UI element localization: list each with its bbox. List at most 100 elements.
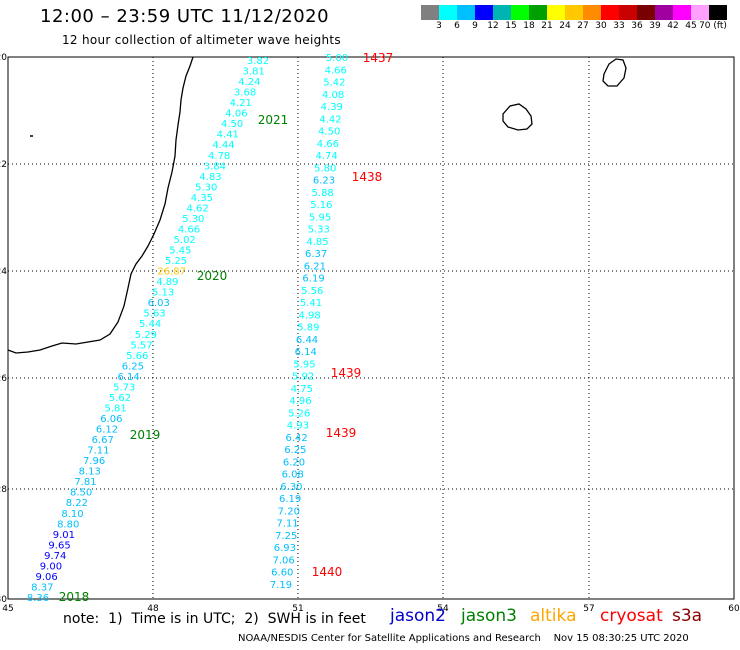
color-swatch bbox=[583, 5, 601, 20]
track-value: 6.06 bbox=[100, 414, 122, 425]
track-value: 26.87 bbox=[157, 267, 186, 278]
x-tick-label: 54 bbox=[437, 604, 449, 614]
track-value: 5.29 bbox=[135, 330, 157, 341]
track-value: 6.08 bbox=[282, 470, 304, 481]
color-scale-tick-label: 9 bbox=[472, 21, 478, 31]
track-value: 9.06 bbox=[35, 572, 57, 583]
track-value: 4.66 bbox=[178, 224, 200, 235]
track-value: 6.25 bbox=[284, 445, 306, 456]
track-value: 5.95 bbox=[309, 212, 331, 223]
mauritius-coastline bbox=[602, 58, 627, 87]
color-swatch bbox=[601, 5, 619, 20]
track-value: 4.78 bbox=[208, 151, 230, 162]
y-tick-label: -22 bbox=[0, 160, 7, 170]
coastlines bbox=[7, 56, 627, 354]
track-time-label: 1438 bbox=[352, 170, 383, 184]
track-time-labels: 2021 2020 2019 2018 1437 1438 1439 1439 1440 bbox=[59, 51, 394, 604]
track-value: 4.42 bbox=[319, 114, 341, 125]
track-value: 5.30 bbox=[182, 214, 204, 225]
track-value: 4.24 bbox=[238, 77, 260, 88]
track-value: 5.56 bbox=[301, 286, 323, 297]
map-subtitle: 12 hour collection of altimeter wave hei… bbox=[62, 33, 341, 47]
track-value: 5.63 bbox=[143, 309, 165, 320]
track-value: 9.74 bbox=[44, 551, 66, 562]
track-value: 6.67 bbox=[92, 435, 114, 446]
track-value: 4.21 bbox=[230, 98, 252, 109]
track-value: 6.42 bbox=[285, 433, 307, 444]
track-time-label: 1440 bbox=[312, 565, 343, 579]
track-value: 6.25 bbox=[122, 361, 144, 372]
color-scale-labels: 3 6 9 12 15 18 21 24 27 30 33 36 39 42 45 70 (ft) bbox=[421, 21, 727, 35]
track-value: 8.36 bbox=[27, 593, 49, 604]
track-value: 5.00 bbox=[326, 53, 348, 64]
track-time-label: 1439 bbox=[331, 366, 362, 380]
track-value: 9.00 bbox=[40, 561, 62, 572]
track-value: 5.45 bbox=[169, 246, 191, 257]
track-value: 6.14 bbox=[295, 347, 317, 358]
color-swatch bbox=[439, 5, 457, 20]
track-time-label: 2019 bbox=[130, 428, 161, 442]
madagascar-coastline bbox=[7, 56, 194, 354]
track-value: 5.02 bbox=[174, 235, 196, 246]
legend-jason3: jason3 bbox=[461, 606, 517, 626]
track-value: 4.83 bbox=[199, 172, 221, 183]
track-wave-values: 3.823.814.243.684.214.064.504.414.444.78… bbox=[27, 53, 348, 604]
color-swatch bbox=[619, 5, 637, 20]
map-frame bbox=[7, 56, 735, 600]
color-swatch bbox=[493, 5, 511, 20]
color-swatch bbox=[565, 5, 583, 20]
color-swatch bbox=[529, 5, 547, 20]
track-value: 4.39 bbox=[321, 102, 343, 113]
track-value: 8.13 bbox=[79, 467, 101, 478]
track-value: 7.96 bbox=[83, 456, 105, 467]
track-value: 4.89 bbox=[156, 277, 178, 288]
track-value: 7.06 bbox=[272, 555, 294, 566]
color-scale-tick-label: 6 bbox=[454, 21, 460, 31]
track-value: 3.84 bbox=[204, 161, 226, 172]
color-scale-tick-label: 30 bbox=[595, 21, 607, 31]
track-value: 6.30 bbox=[280, 482, 302, 493]
y-tick-label: -24 bbox=[0, 267, 7, 277]
track-value: 6.60 bbox=[271, 568, 293, 579]
track-value: 6.23 bbox=[313, 176, 335, 187]
track-time-label: 1437 bbox=[363, 51, 394, 65]
track-value: 4.44 bbox=[212, 140, 234, 151]
track-value: 3.82 bbox=[247, 56, 269, 67]
track-value: 6.21 bbox=[304, 261, 326, 272]
color-scale-tick-label: 33 bbox=[613, 21, 625, 31]
track-value: 5.95 bbox=[293, 359, 315, 370]
track-value: 8.37 bbox=[31, 582, 53, 593]
y-tick-label: -30 bbox=[0, 595, 7, 605]
color-scale-tick-label: 45 bbox=[685, 21, 697, 31]
track-value: 4.96 bbox=[289, 396, 311, 407]
track-value: 4.41 bbox=[217, 130, 239, 141]
y-tick-label: -28 bbox=[0, 485, 7, 495]
track-value: 5.26 bbox=[288, 408, 310, 419]
track-value: 4.06 bbox=[225, 109, 247, 120]
track-value: 7.11 bbox=[87, 446, 109, 457]
track-value: 4.08 bbox=[322, 90, 344, 101]
track-value: 5.30 bbox=[195, 182, 217, 193]
track-time-label: 2018 bbox=[59, 590, 90, 604]
track-value: 8.50 bbox=[70, 488, 92, 499]
track-value: 5.44 bbox=[139, 319, 161, 330]
x-tick-label: 48 bbox=[147, 604, 159, 614]
track-value: 4.93 bbox=[287, 421, 309, 432]
color-scale-bar bbox=[421, 5, 727, 20]
track-value: 7.20 bbox=[278, 506, 300, 517]
track-value: 6.03 bbox=[148, 298, 170, 309]
color-scale-tick-label: 21 bbox=[541, 21, 553, 31]
track-value: 5.42 bbox=[323, 78, 345, 89]
x-tick-label: 57 bbox=[583, 604, 594, 614]
track-value: 5.88 bbox=[312, 188, 334, 199]
track-value: 5.89 bbox=[297, 323, 319, 334]
track-value: 5.92 bbox=[292, 372, 314, 383]
track-value: 6.19 bbox=[279, 494, 301, 505]
track-value: 5.25 bbox=[165, 256, 187, 267]
track-value: 8.10 bbox=[61, 509, 83, 520]
track-value: 5.41 bbox=[300, 298, 322, 309]
color-scale-tick-label: 12 bbox=[487, 21, 499, 31]
legend-s3a: s3a bbox=[672, 606, 703, 626]
color-swatch bbox=[511, 5, 529, 20]
track-value: 3.81 bbox=[243, 67, 265, 78]
